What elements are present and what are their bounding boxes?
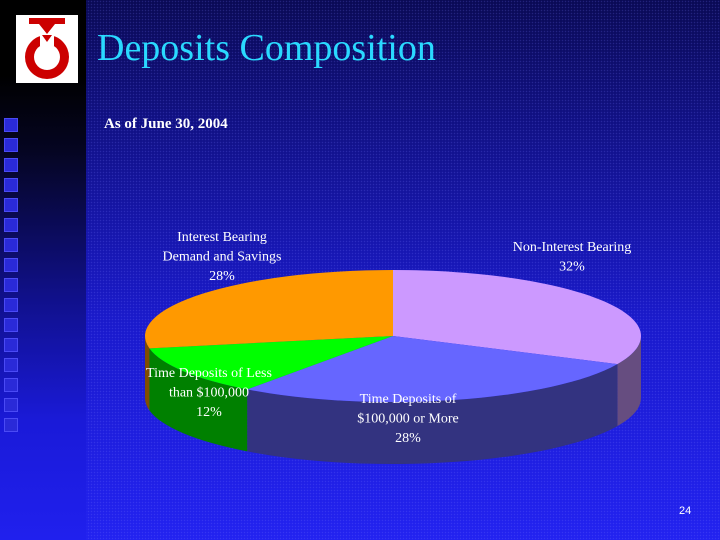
pie-label-line: Time Deposits of — [360, 392, 457, 407]
sidebar-square — [4, 418, 18, 432]
slide-subtitle: As of June 30, 2004 — [104, 116, 228, 132]
sidebar-square — [4, 158, 18, 172]
sidebar-square — [4, 378, 18, 392]
pie-label-line: Interest Bearing — [177, 230, 267, 245]
pie-label-line: 28% — [395, 431, 421, 446]
company-logo — [16, 15, 78, 83]
pie-label-line: 28% — [209, 269, 235, 284]
pie-label-line: Demand and Savings — [163, 250, 282, 265]
sidebar-square — [4, 298, 18, 312]
pie-slice-2 — [149, 336, 393, 390]
sidebar-squares — [4, 118, 20, 438]
pie-side-0 — [617, 336, 641, 427]
pie-label-line: 32% — [559, 260, 585, 275]
sidebar-square — [4, 338, 18, 352]
pie-label-1: Time Deposits of $100,000 or More 28% — [357, 392, 459, 446]
sidebar-square — [4, 318, 18, 332]
pie-label-0: Non-Interest Bearing 32% — [513, 240, 632, 275]
sidebar-square — [4, 358, 18, 372]
sidebar-square — [4, 278, 18, 292]
sidebar-square — [4, 118, 18, 132]
sidebar-square — [4, 398, 18, 412]
pie-side-3 — [145, 336, 150, 411]
sidebar-square — [4, 238, 18, 252]
sidebar-square — [4, 258, 18, 272]
logo-icon — [25, 18, 69, 79]
pie-side-2 — [149, 348, 248, 452]
page-number: 24 — [679, 505, 692, 517]
sidebar-square — [4, 138, 18, 152]
pie-label-line: 12% — [196, 405, 222, 420]
pie-slice-0 — [393, 270, 642, 365]
pie-label-line: Time Deposits of Less — [146, 366, 272, 381]
left-sidebar-band — [0, 0, 86, 540]
pie-label-line: Non-Interest Bearing — [513, 240, 632, 255]
pie-label-3: Interest Bearing Demand and Savings 28% — [163, 230, 282, 284]
pie-label-2: Time Deposits of Less than $100,000 12% — [146, 366, 272, 420]
sidebar-square — [4, 178, 18, 192]
sidebar-square — [4, 218, 18, 232]
pie-slice-1 — [247, 336, 618, 402]
pie-label-line: $100,000 or More — [357, 412, 459, 427]
pie-tops — [144, 270, 642, 402]
sidebar-square — [4, 198, 18, 212]
pie-labels: Non-Interest Bearing 32% Time Deposits of $… — [146, 230, 631, 446]
pie-slice-3 — [144, 270, 393, 349]
pie-label-line: than $100,000 — [169, 386, 249, 401]
slide-title: Deposits Composition — [97, 27, 436, 69]
pie-side-1 — [247, 364, 618, 464]
pie-sides — [145, 336, 641, 464]
